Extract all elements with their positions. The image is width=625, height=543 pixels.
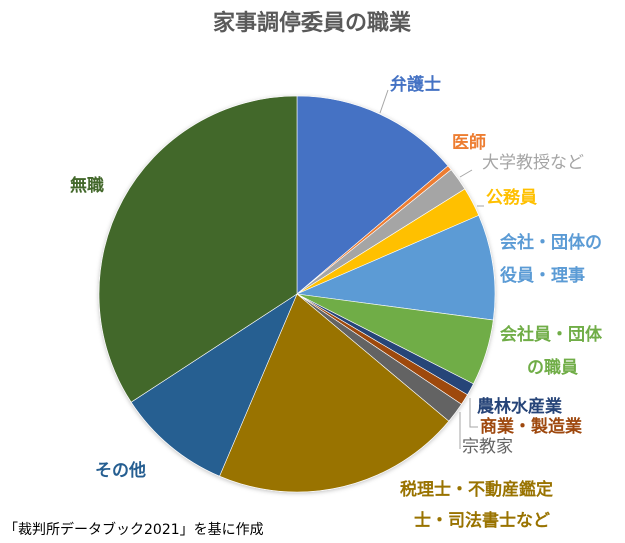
leader-line [459, 169, 473, 178]
pie-slice [98, 95, 298, 403]
slice-label: 大学教授など [482, 153, 584, 173]
pie-slice [219, 293, 450, 493]
slice-label: 医師 [452, 132, 486, 153]
slice-label: 無職 [70, 175, 104, 196]
pie-slice [130, 293, 298, 477]
pie-slices [98, 95, 496, 493]
slice-label: 商業・製造業 [480, 416, 582, 437]
slice-labels: 弁護士医師大学教授など公務員会社・団体の役員・理事会社員・団体の職員農林水産業商… [70, 74, 603, 531]
slice-label: その他 [95, 460, 146, 481]
slice-label: 農林水産業 [477, 396, 562, 417]
source-note: 「裁判所データブック2021」を基に作成 [4, 522, 264, 538]
slice-label: 弁護士 [390, 74, 441, 95]
pie-slice [296, 95, 449, 295]
slice-label: 役員・理事 [500, 265, 585, 286]
leader-line [379, 89, 389, 114]
chart-title: 家事調停委員の職業 [213, 10, 412, 36]
slice-label: 宗教家 [462, 437, 513, 457]
leader-line [469, 398, 478, 428]
slice-label: 公務員 [486, 187, 537, 208]
slice-label: 会社員・団体 [500, 324, 603, 345]
pie-slice [295, 214, 496, 321]
leader-lines [379, 89, 484, 449]
slice-label: 会社・団体の [500, 232, 602, 253]
slice-label: 士・司法書士など [414, 510, 550, 531]
slice-label: 税理士・不動産鑑定 [400, 479, 553, 500]
slice-label: の職員 [527, 357, 578, 378]
